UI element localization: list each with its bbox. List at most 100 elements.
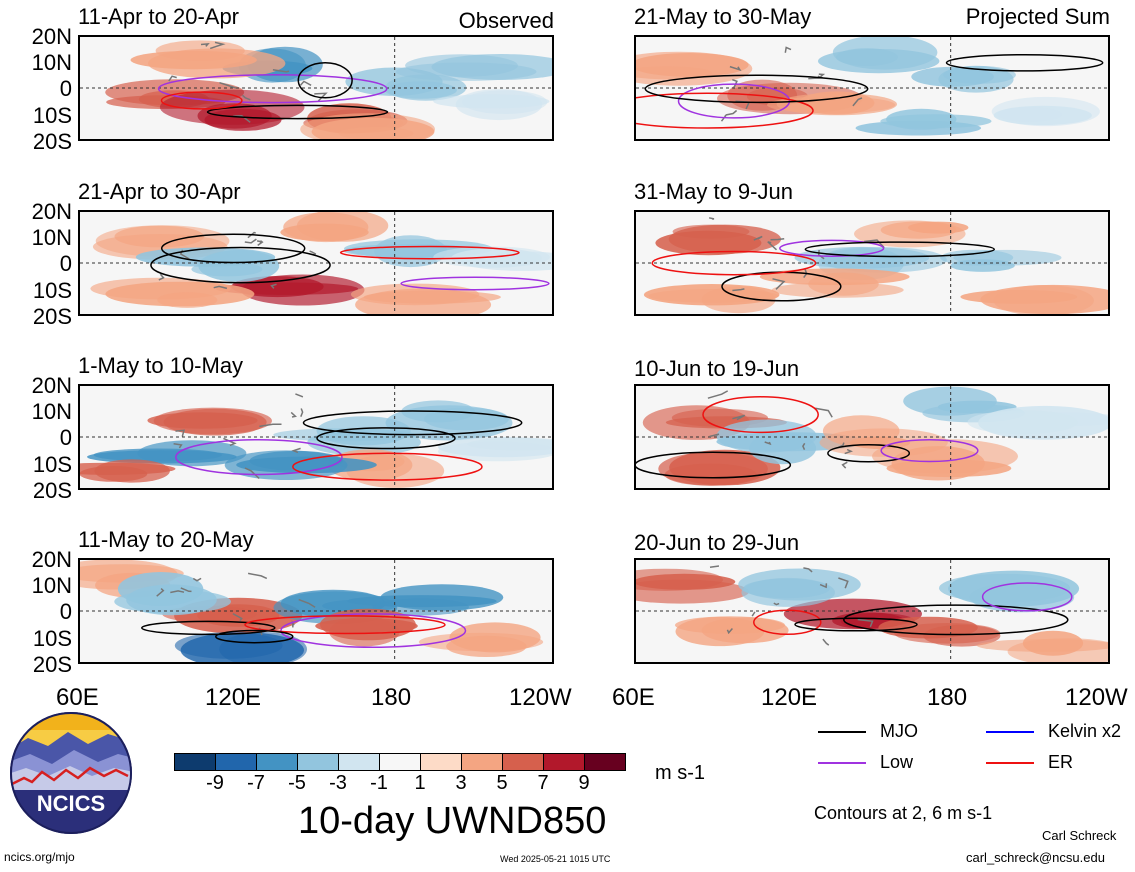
legend-label: Low — [880, 752, 914, 772]
anomaly-shading — [300, 113, 435, 139]
map-panel — [78, 210, 554, 316]
wave-contour — [981, 582, 1073, 612]
map-field — [636, 386, 1108, 488]
map-panel — [634, 558, 1110, 664]
anomaly-shading — [1022, 630, 1084, 656]
wave-contour — [150, 246, 331, 284]
panel-title: 21-May to 30-May — [634, 4, 812, 29]
anomaly-shading — [87, 450, 237, 464]
wave-contour — [160, 91, 243, 110]
anomaly-shading — [701, 617, 789, 644]
colorbar-label: 1 — [414, 772, 426, 794]
anomaly-shading — [655, 230, 762, 256]
anomaly-shading — [446, 635, 527, 657]
wave-contour — [244, 615, 446, 635]
legend-item-low: Low — [818, 752, 913, 773]
anomaly-shading — [967, 410, 1078, 435]
wave-contour — [302, 410, 523, 436]
colorbar-swatch — [379, 753, 421, 771]
colorbar-label: -3 — [329, 772, 347, 794]
colorbar-label: 9 — [578, 772, 590, 794]
anomaly-shading — [960, 290, 1078, 304]
panel-tag: Projected Sum — [965, 4, 1110, 29]
wave-contour — [945, 53, 1104, 72]
wave-contour — [292, 452, 483, 481]
wave-contour — [297, 61, 353, 99]
lat-label: 20S — [32, 129, 72, 154]
legend-line — [986, 731, 1034, 734]
anomaly-shading — [395, 62, 537, 81]
lat-label: 10S — [32, 626, 72, 651]
lat-label: 20N — [31, 547, 72, 572]
map-field — [636, 560, 1108, 662]
lat-label: 10S — [32, 103, 72, 128]
map-field — [80, 37, 552, 139]
panel-title: 21-Apr to 30-Apr — [78, 179, 241, 204]
colorbar-label: -7 — [247, 772, 265, 794]
anomaly-shading — [948, 570, 1080, 607]
anomaly-shading — [280, 223, 369, 241]
lat-label: 10N — [31, 50, 72, 75]
lon-label: 120E — [761, 684, 818, 711]
colorbar-swatch — [543, 753, 585, 771]
colorbar-swatch — [420, 753, 462, 771]
map-panel — [78, 384, 554, 490]
legend-label: Kelvin x2 — [1048, 721, 1122, 741]
colorbar-label: -9 — [206, 772, 224, 794]
colorbar-swatch — [461, 753, 503, 771]
contours-note: Contours at 2, 6 m s-1 — [814, 803, 993, 823]
wave-contour — [794, 617, 918, 632]
legend-line — [986, 762, 1034, 765]
coastline — [158, 231, 317, 290]
wave-contour — [702, 396, 819, 434]
legend-item-kelvin: Kelvin x2 — [986, 721, 1121, 742]
wave-contour — [316, 427, 456, 450]
wave-contour — [157, 74, 388, 104]
lat-label: 20N — [31, 24, 72, 49]
lat-label: 10S — [32, 278, 72, 303]
lon-label: 60E — [56, 684, 99, 711]
wave-contour — [206, 104, 389, 120]
panel-title: 10-Jun to 19-Jun — [634, 356, 800, 381]
anomaly-shading — [937, 400, 1017, 414]
coastline — [709, 565, 874, 646]
anomaly-shading — [236, 456, 377, 474]
footer-email: carl_schreck@ncsu.edu — [966, 850, 1105, 865]
lat-label: 10N — [31, 225, 72, 250]
wave-contour — [141, 620, 276, 636]
anomaly-shading — [204, 108, 282, 131]
panel-title: 11-May to 20-May — [78, 527, 254, 552]
colorbar-label: 7 — [537, 772, 549, 794]
anomaly-shading — [94, 459, 170, 483]
legend-item-mjo: MJO — [818, 721, 918, 742]
map-field — [80, 560, 552, 662]
map-panel — [78, 558, 554, 664]
colorbar-swatch — [297, 753, 339, 771]
wave-contour — [339, 245, 520, 260]
lat-label: 0 — [59, 425, 72, 450]
anomaly-shading — [126, 584, 217, 616]
anomaly-shading — [153, 407, 272, 435]
colorbar-label: -1 — [370, 772, 388, 794]
wave-contour — [644, 74, 869, 104]
lat-label: 20S — [32, 304, 72, 329]
legend-label: MJO — [880, 721, 918, 741]
colorbar-swatch — [502, 753, 544, 771]
anomaly-shading — [433, 94, 550, 109]
wave-contour — [753, 609, 822, 636]
lat-label: 0 — [59, 599, 72, 624]
lon-label: 120W — [509, 684, 572, 711]
anomaly-shading — [643, 284, 780, 306]
colorbar-swatch — [256, 753, 298, 771]
lat-label: 20S — [32, 652, 72, 677]
lat-label: 10N — [31, 573, 72, 598]
colorbar-swatch — [174, 753, 216, 771]
anomaly-shading — [886, 459, 1012, 478]
lon-label: 180 — [927, 684, 968, 711]
colorbar-label: 5 — [496, 772, 508, 794]
map-panel — [634, 210, 1110, 316]
wave-contour — [827, 443, 911, 463]
lon-label: 60E — [612, 684, 655, 711]
wave-contour — [651, 250, 817, 276]
legend-line — [818, 731, 866, 734]
